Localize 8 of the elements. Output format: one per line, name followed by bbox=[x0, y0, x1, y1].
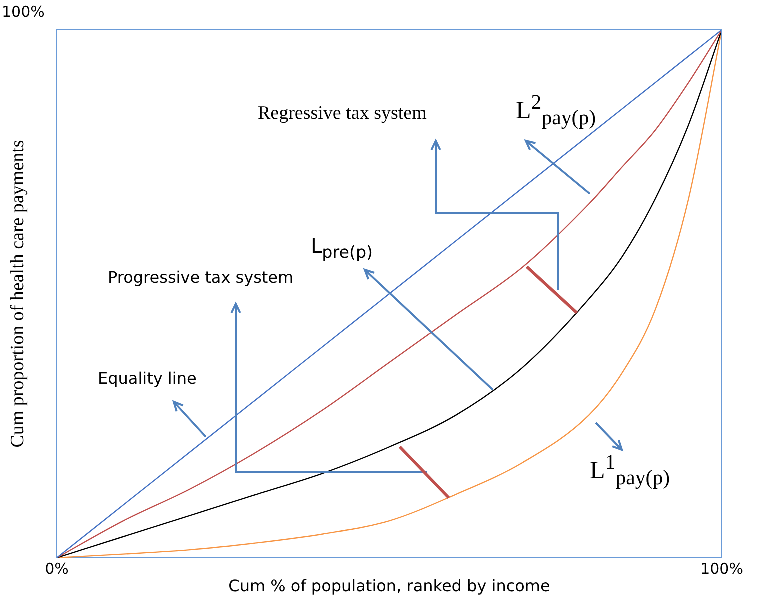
x-tick-label: 0% bbox=[45, 560, 69, 578]
y-axis-title: Cum proportion of health care payments bbox=[8, 140, 28, 448]
x-axis-title: Cum % of population, ranked by income bbox=[228, 576, 550, 596]
annotation: Equality line bbox=[98, 369, 197, 388]
text: 100% bbox=[2, 3, 45, 21]
annotation: L$_{pre(p)}$ bbox=[311, 234, 374, 262]
annotation: Progressive tax system bbox=[108, 268, 294, 287]
annotation: Regressive tax system bbox=[258, 103, 427, 124]
